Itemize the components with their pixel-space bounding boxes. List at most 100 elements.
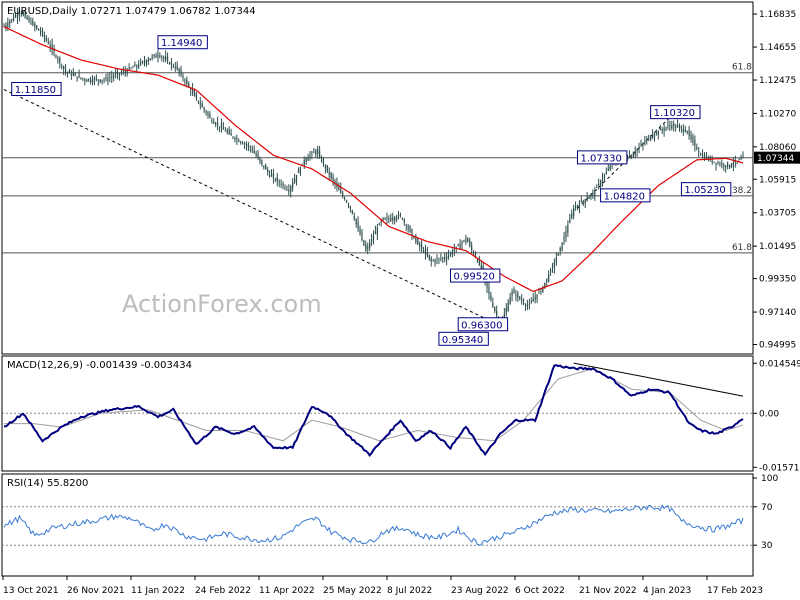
candle-body	[655, 132, 657, 134]
candle-body	[22, 12, 24, 16]
price-label: 0.96300	[461, 320, 502, 331]
candle-body	[130, 68, 132, 69]
candle-body	[434, 260, 436, 263]
macd-signal-line	[4, 368, 744, 442]
candle-body	[328, 172, 330, 175]
candle-body	[667, 125, 669, 127]
candle-body	[7, 22, 9, 28]
candle-body	[521, 299, 523, 301]
candle-body	[507, 302, 509, 311]
candle-body	[174, 67, 176, 69]
candle-body	[166, 57, 169, 62]
candle-body	[215, 123, 217, 125]
macd-line	[3, 364, 744, 457]
macd-title: MACD(12,26,9) -0.001439 -0.003434	[7, 360, 192, 371]
candle-body	[365, 244, 367, 251]
candle-body	[444, 257, 446, 260]
candle-body	[676, 125, 679, 128]
candle-body	[355, 218, 357, 225]
candle-body	[413, 237, 415, 239]
candle-body	[191, 88, 194, 94]
candle-body	[184, 80, 186, 82]
candle-body	[82, 78, 84, 80]
candle-body	[224, 130, 226, 132]
candle-body	[178, 68, 180, 73]
candle-body	[268, 174, 271, 176]
price-label-box	[449, 268, 501, 283]
candle-body	[105, 77, 107, 79]
candle-body	[80, 77, 82, 79]
candle-body	[686, 131, 688, 133]
candle-body	[161, 56, 163, 58]
watermark: ActionForex.com	[122, 290, 322, 318]
candle-body	[234, 138, 236, 140]
candle-body	[311, 152, 313, 154]
candle-body	[30, 22, 32, 24]
fib-label-3: 61.8	[732, 243, 752, 253]
candle-body	[551, 266, 554, 268]
candle-body	[309, 155, 311, 157]
candle-body	[334, 180, 336, 185]
candle-body	[90, 79, 92, 83]
price-tick-label: 1.05915	[759, 175, 796, 185]
candle-body	[93, 78, 96, 80]
candle-body	[463, 240, 465, 242]
price-tick-label: 1.03705	[759, 209, 796, 219]
candle-body	[20, 13, 22, 15]
candle-body	[39, 31, 42, 33]
candle-body	[411, 229, 413, 236]
candle-body	[573, 208, 575, 217]
candle-body	[438, 258, 440, 260]
candle-body	[182, 76, 184, 79]
candle-body	[474, 255, 477, 258]
candle-body	[732, 163, 734, 166]
candle-body	[486, 280, 488, 288]
candle-body	[132, 67, 134, 69]
candle-body	[580, 201, 582, 203]
candle-body	[569, 219, 571, 223]
candle-body	[86, 79, 88, 82]
candle-body	[426, 252, 428, 257]
candle-body	[532, 299, 534, 302]
candle-body	[528, 303, 530, 305]
candle-body	[57, 58, 59, 60]
candle-body	[476, 260, 479, 262]
candle-body	[155, 54, 157, 58]
candle-body	[576, 205, 579, 208]
candle-body	[207, 112, 209, 116]
candle-body	[251, 149, 253, 151]
macd-trendline	[573, 362, 744, 397]
price-tick-label: 1.12475	[759, 76, 796, 86]
candle-body	[209, 114, 211, 118]
candle-body	[116, 72, 119, 75]
price-label-box	[576, 150, 628, 165]
candle-body	[345, 200, 348, 203]
candle-body	[349, 206, 352, 209]
candle-body	[428, 254, 430, 259]
candle-body	[28, 17, 30, 22]
candle-body	[632, 153, 634, 158]
candle-body	[465, 238, 467, 242]
candle-body	[403, 219, 405, 223]
candle-body	[399, 214, 402, 216]
candle-body	[197, 100, 199, 102]
candle-body	[24, 12, 26, 18]
price-panel-frame	[1, 1, 754, 355]
candle-body	[461, 242, 463, 245]
price-tick-label: 0.99350	[759, 275, 796, 285]
candle-body	[357, 222, 359, 230]
macd-tick-label: 0.014549	[759, 359, 800, 369]
candle-body	[725, 165, 727, 168]
candle-body	[68, 70, 71, 74]
candle-body	[409, 226, 411, 232]
candle-body	[648, 137, 650, 139]
price-label-box	[11, 81, 62, 96]
candle-body	[26, 16, 28, 20]
candle-body	[430, 258, 432, 262]
candle-body	[696, 147, 698, 149]
candle-body	[517, 293, 519, 298]
price-label: 1.07330	[580, 153, 621, 164]
candle-body	[480, 265, 482, 269]
candle-body	[559, 247, 561, 252]
candle-body	[526, 304, 529, 307]
